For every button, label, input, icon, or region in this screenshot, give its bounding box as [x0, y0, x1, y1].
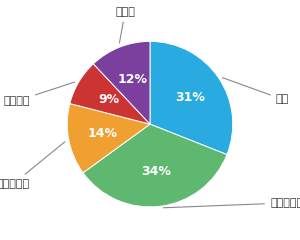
Text: 配線: 配線: [222, 78, 289, 104]
Text: 12%: 12%: [117, 73, 147, 86]
Wedge shape: [70, 64, 150, 124]
Text: 14%: 14%: [88, 127, 118, 140]
Wedge shape: [93, 41, 150, 124]
Text: トラブル対応: トラブル対応: [164, 198, 300, 208]
Text: その他: その他: [115, 6, 135, 43]
Text: 開梱／梱包: 開梱／梱包: [0, 142, 65, 189]
Text: 31%: 31%: [175, 91, 205, 104]
Text: 9%: 9%: [98, 93, 119, 106]
Text: 機器装置: 機器装置: [4, 82, 75, 106]
Wedge shape: [83, 124, 227, 207]
Text: 34%: 34%: [141, 165, 171, 178]
Wedge shape: [67, 103, 150, 173]
Wedge shape: [150, 41, 233, 155]
